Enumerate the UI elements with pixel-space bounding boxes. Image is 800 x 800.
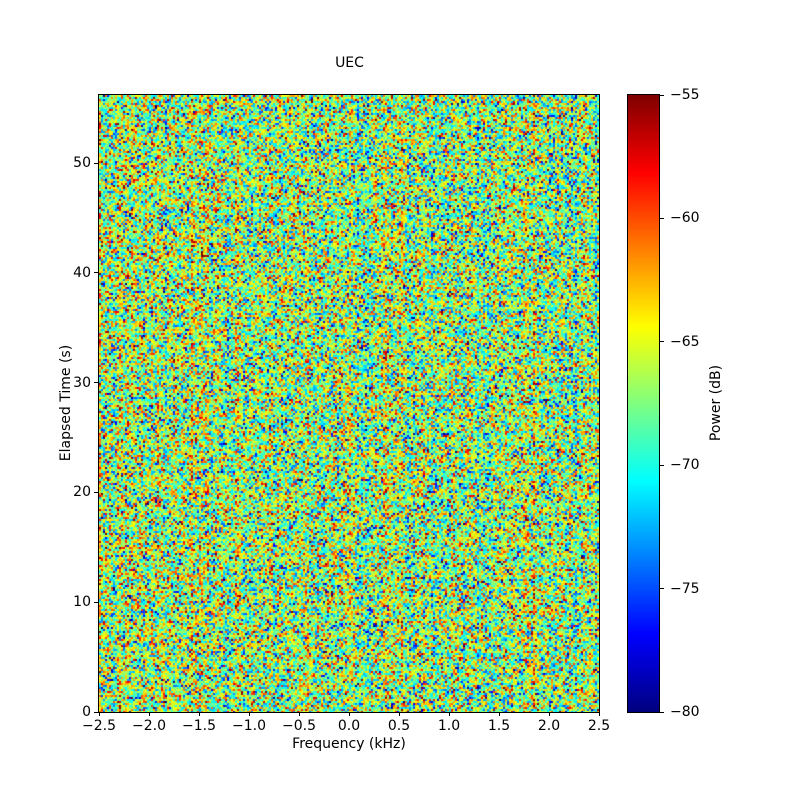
colorbar-tick [660,711,664,713]
y-tick [94,382,98,384]
colorbar [627,94,660,713]
y-tick-label: 20 [73,484,91,501]
colorbar-tick [660,341,664,343]
y-tick-label: 40 [73,264,91,281]
y-axis-label: Elapsed Time (s) [58,344,74,462]
colorbar-tick-label: −60 [670,210,700,227]
colorbar-tick [660,217,664,219]
colorbar-tick-label: −70 [670,457,700,474]
y-tick-label: 10 [73,594,91,611]
y-tick-label: 0 [82,704,91,720]
x-tick-label: 1.5 [487,718,511,734]
y-tick [94,711,98,713]
x-tick [248,712,250,716]
colorbar-label: Power (dB) [708,364,724,442]
colorbar-gradient-canvas [628,95,659,712]
y-tick [94,601,98,603]
colorbar-tick [660,464,664,466]
x-tick [498,712,500,716]
colorbar-tick [660,94,664,96]
x-tick-label: −1.0 [232,718,266,734]
x-tick-label: −0.5 [282,718,316,734]
x-tick-label: −2.0 [132,718,166,734]
title-line-main: UEC [335,55,364,71]
x-tick [98,712,100,716]
x-tick [548,712,550,716]
x-tick [398,712,400,716]
x-tick-label: 1.0 [437,718,461,734]
colorbar-tick-label: −75 [670,580,700,597]
x-tick-label: 2.5 [587,718,611,734]
x-tick-label: −1.5 [182,718,216,734]
x-tick-label: 0.0 [337,718,361,734]
spectrogram-canvas [99,95,599,712]
x-tick [448,712,450,716]
colorbar-tick [660,588,664,590]
x-tick-label: 2.0 [537,718,561,734]
y-tick [94,491,98,493]
x-tick [198,712,200,716]
x-tick [348,712,350,716]
x-tick [298,712,300,716]
x-tick [148,712,150,716]
colorbar-tick-label: −65 [670,333,700,350]
x-tick [598,712,600,716]
y-tick [94,272,98,274]
y-tick-label: 30 [73,374,91,391]
colorbar-tick-label: −55 [670,87,700,103]
y-tick [94,162,98,164]
x-tick-label: −2.5 [82,718,116,734]
colorbar-tick-label: −80 [670,704,700,720]
y-tick-label: 50 [73,155,91,172]
x-tick-label: 0.5 [387,718,411,734]
spectrogram-plot [98,94,600,713]
x-axis-label: Frequency (kHz) [292,736,406,752]
